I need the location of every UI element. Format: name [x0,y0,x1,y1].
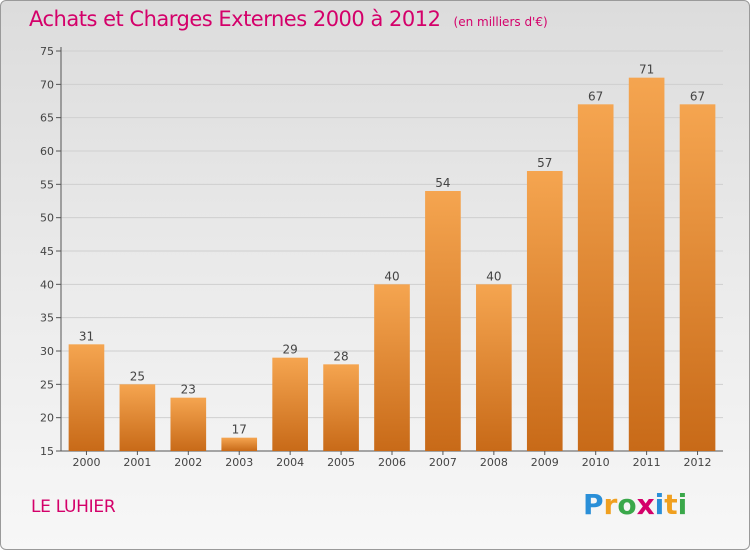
bar-2007 [425,191,461,451]
bar-2005 [323,364,359,451]
x-tick-label-2010: 2010 [582,456,610,469]
bar-2001 [119,384,156,451]
title-row: Achats et Charges Externes 2000 à 2012 (… [29,7,548,31]
data-label-2005: 28 [333,349,348,363]
bar-2008 [476,284,512,451]
data-label-2012: 67 [690,89,705,103]
x-tick-label-2001: 2001 [123,456,151,469]
x-tick-label-2005: 2005 [327,456,355,469]
data-label-2000: 31 [79,329,94,343]
location-label: LE LUHIER [31,497,116,517]
bar-2011 [628,77,665,452]
x-tick-label-2009: 2009 [531,456,559,469]
data-label-2004: 29 [283,343,298,357]
bar-2012 [679,104,716,451]
y-tick-label: 15 [40,445,54,458]
x-tick-label-2004: 2004 [276,456,304,469]
y-tick-label: 25 [40,378,54,391]
chart-title: Achats et Charges Externes 2000 à 2012 [29,7,441,31]
y-tick-label: 70 [40,78,54,91]
x-tick-label-2012: 2012 [684,456,712,469]
y-tick-label: 60 [40,145,54,158]
y-tick-label: 75 [40,45,54,58]
bar-2006 [374,284,410,451]
y-tick-label: 65 [40,112,54,125]
x-tick-label-2003: 2003 [225,456,253,469]
bar-2010 [577,104,614,451]
x-tick-label-2011: 2011 [633,456,661,469]
data-label-2007: 54 [435,176,450,190]
x-tick-label-2007: 2007 [429,456,457,469]
x-tick-label-2002: 2002 [174,456,202,469]
data-labels: 31 25 23 17 29 28 40 54 40 57 67 71 67 [79,63,705,437]
bar-2002 [170,397,207,451]
x-tick-label-2008: 2008 [480,456,508,469]
bar-2009 [526,171,563,451]
data-label-2003: 17 [232,423,247,437]
chart-unit: (en milliers d'€) [453,15,548,29]
bar-2000 [68,344,105,451]
y-tick-label: 40 [40,278,54,291]
data-label-2001: 25 [130,369,145,383]
data-label-2002: 23 [181,383,196,397]
data-label-2008: 40 [486,269,501,283]
bar-2004 [272,357,308,451]
y-tick-label: 30 [40,345,54,358]
data-label-2011: 71 [639,63,654,77]
bars [68,77,716,452]
y-tick-label: 20 [40,412,54,425]
data-label-2010: 67 [588,89,603,103]
y-tick-label: 55 [40,178,54,191]
x-tick-labels: 2000 2001 2002 2003 2004 2005 2006 2007 2008 2009… [72,456,711,469]
y-tick-labels: 15 20 25 30 35 40 45 50 55 60 65 70 75 [40,45,54,458]
y-tick-label: 50 [40,212,54,225]
x-tick-label-2006: 2006 [378,456,406,469]
bar-2003 [221,437,258,451]
data-label-2009: 57 [537,156,552,170]
x-tick-label-2000: 2000 [72,456,100,469]
y-tick-label: 35 [40,312,54,325]
proxiti-logo: Proxiti [583,488,688,521]
y-tick-label: 45 [40,245,54,258]
data-label-2006: 40 [384,269,399,283]
